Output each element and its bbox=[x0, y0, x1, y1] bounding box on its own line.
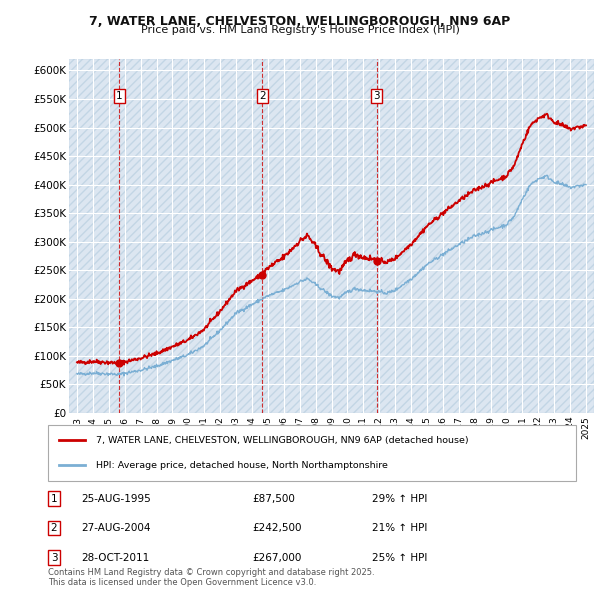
Text: £87,500: £87,500 bbox=[252, 494, 295, 503]
Text: 3: 3 bbox=[373, 91, 380, 101]
Text: Price paid vs. HM Land Registry's House Price Index (HPI): Price paid vs. HM Land Registry's House … bbox=[140, 25, 460, 35]
Text: 2: 2 bbox=[259, 91, 266, 101]
Text: 7, WATER LANE, CHELVESTON, WELLINGBOROUGH, NN9 6AP (detached house): 7, WATER LANE, CHELVESTON, WELLINGBOROUG… bbox=[95, 436, 468, 445]
Text: 2: 2 bbox=[50, 523, 58, 533]
FancyBboxPatch shape bbox=[48, 425, 576, 481]
Text: 21% ↑ HPI: 21% ↑ HPI bbox=[372, 523, 427, 533]
Text: 27-AUG-2004: 27-AUG-2004 bbox=[81, 523, 151, 533]
Text: 1: 1 bbox=[116, 91, 122, 101]
Text: 28-OCT-2011: 28-OCT-2011 bbox=[81, 553, 149, 562]
Text: 7, WATER LANE, CHELVESTON, WELLINGBOROUGH, NN9 6AP: 7, WATER LANE, CHELVESTON, WELLINGBOROUG… bbox=[89, 15, 511, 28]
Text: 25% ↑ HPI: 25% ↑ HPI bbox=[372, 553, 427, 562]
Text: Contains HM Land Registry data © Crown copyright and database right 2025.
This d: Contains HM Land Registry data © Crown c… bbox=[48, 568, 374, 587]
Text: 25-AUG-1995: 25-AUG-1995 bbox=[81, 494, 151, 503]
Text: 29% ↑ HPI: 29% ↑ HPI bbox=[372, 494, 427, 503]
Text: 1: 1 bbox=[50, 494, 58, 503]
Text: 3: 3 bbox=[50, 553, 58, 562]
Text: £242,500: £242,500 bbox=[252, 523, 302, 533]
Text: HPI: Average price, detached house, North Northamptonshire: HPI: Average price, detached house, Nort… bbox=[95, 461, 388, 470]
Text: £267,000: £267,000 bbox=[252, 553, 301, 562]
